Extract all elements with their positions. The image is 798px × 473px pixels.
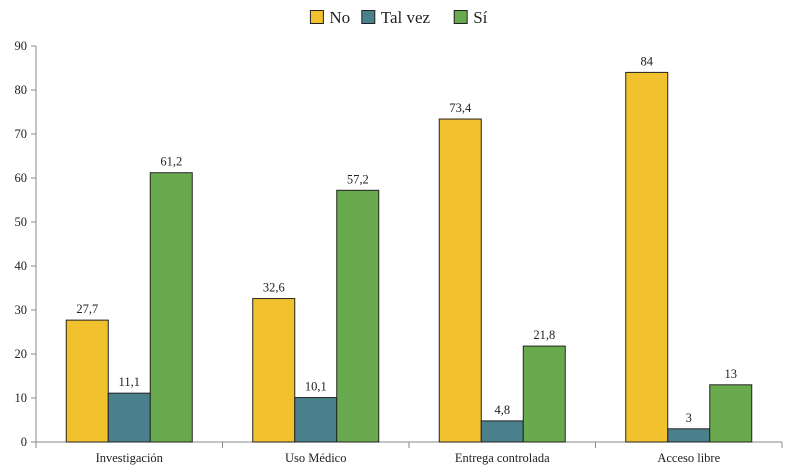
bar[interactable] xyxy=(107,392,151,443)
y-tick-label: 90 xyxy=(15,39,28,53)
legend: No Tal vez Sí xyxy=(309,8,488,27)
data-label: 4,8 xyxy=(494,403,510,417)
bar[interactable] xyxy=(294,397,338,443)
legend-swatch xyxy=(453,10,468,24)
data-labels: 27,7 11,1 61,2 32,6 10,1 57,2 73,4 4,8 21,8 84 3 13 xyxy=(76,54,737,424)
bar[interactable] xyxy=(522,345,566,443)
x-axis: Investigación Uso Médico Entrega controlad… xyxy=(35,441,783,465)
y-tick-label: 50 xyxy=(15,215,28,229)
y-tick-label: 80 xyxy=(15,83,28,97)
bar[interactable] xyxy=(625,71,669,443)
data-label: 21,8 xyxy=(533,328,555,342)
data-label: 11,1 xyxy=(119,375,140,389)
y-tick-label: 70 xyxy=(15,127,28,141)
legend-label: Sí xyxy=(473,8,487,27)
bar[interactable] xyxy=(480,420,524,443)
y-tick-label: 40 xyxy=(15,259,28,273)
y-axis: 0 10 20 30 40 50 60 70 80 90 xyxy=(15,39,37,449)
legend-swatch xyxy=(309,10,324,24)
data-label: 13 xyxy=(725,367,738,381)
x-tick-label: Investigación xyxy=(96,451,164,465)
bar[interactable] xyxy=(709,384,753,443)
bar[interactable] xyxy=(252,298,296,443)
x-tick-label: Acceso libre xyxy=(657,451,720,465)
bars xyxy=(65,71,753,443)
y-tick-label: 30 xyxy=(15,303,28,317)
data-label: 3 xyxy=(686,411,692,425)
x-tick-label: Entrega controlada xyxy=(455,451,550,465)
data-label: 61,2 xyxy=(160,155,182,169)
bar[interactable] xyxy=(149,172,193,443)
data-label: 10,1 xyxy=(305,380,327,394)
y-tick-label: 0 xyxy=(21,435,27,449)
bar[interactable] xyxy=(336,189,380,443)
data-label: 84 xyxy=(641,54,654,68)
bar[interactable] xyxy=(65,319,109,443)
bar[interactable] xyxy=(667,428,711,443)
y-tick-label: 60 xyxy=(15,171,28,185)
x-tick-label: Uso Médico xyxy=(285,451,346,465)
data-label: 27,7 xyxy=(76,302,98,316)
data-label: 32,6 xyxy=(263,281,285,295)
legend-swatch xyxy=(361,10,376,24)
data-label: 73,4 xyxy=(449,101,472,115)
y-tick-label: 10 xyxy=(15,391,28,405)
y-tick-label: 20 xyxy=(15,347,28,361)
data-label: 57,2 xyxy=(347,172,369,186)
bar[interactable] xyxy=(438,118,482,443)
legend-label: Tal vez xyxy=(381,8,431,27)
legend-label: No xyxy=(329,8,350,27)
